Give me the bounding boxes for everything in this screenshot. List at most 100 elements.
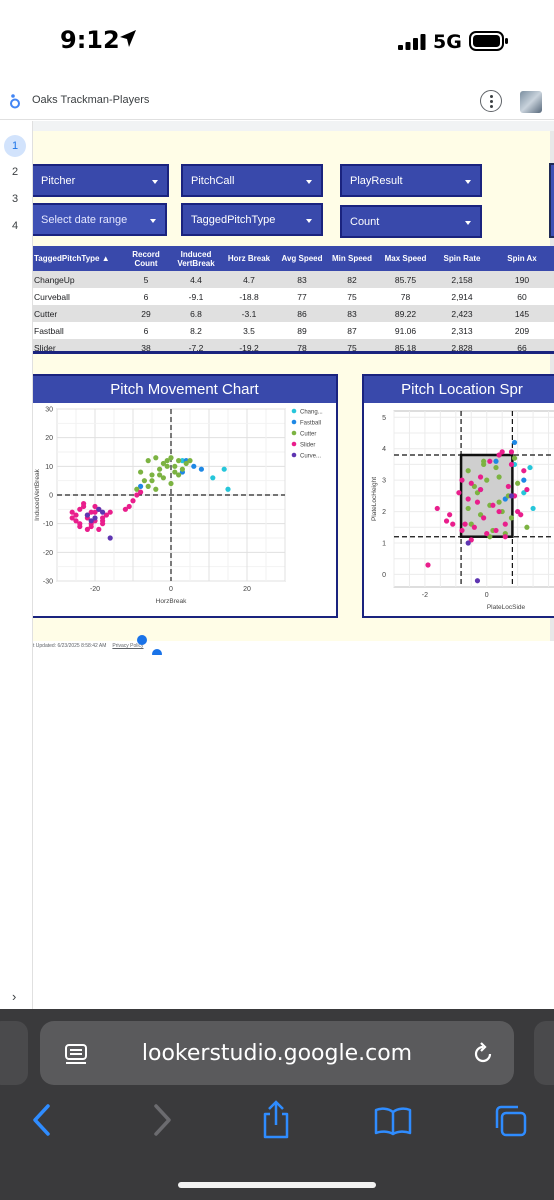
data-point: [77, 521, 82, 526]
share-icon[interactable]: [260, 1100, 292, 1140]
page-4-link[interactable]: 4: [4, 215, 26, 237]
pitch-stats-table: TaggedPitchType ▲ Record Count Induced V…: [33, 246, 554, 351]
x-axis-label: HorzBreak: [156, 598, 187, 605]
expand-pages-chevron-icon[interactable]: ›: [12, 989, 16, 1004]
table-row[interactable]: Cutter 29 6.8 -3.1 86 83 89.22 2,423 145: [33, 305, 554, 322]
status-time: 9:12: [60, 26, 120, 54]
date-range-label: Select date range: [41, 214, 127, 226]
data-point: [142, 478, 147, 483]
table-cell: 77: [277, 288, 327, 305]
dropdown-arrow-icon: [306, 219, 312, 223]
url-text: lookerstudio.google.com: [40, 1041, 514, 1066]
pitch-call-filter[interactable]: PitchCall: [181, 164, 323, 197]
column-header[interactable]: Max Speed: [377, 246, 434, 271]
data-point: [496, 474, 501, 479]
more-options-icon[interactable]: [480, 90, 502, 112]
column-header[interactable]: Horz Break: [221, 246, 277, 271]
table-cell: 86: [277, 305, 327, 322]
table-cell: 85.75: [377, 271, 434, 288]
data-point: [138, 490, 143, 495]
y-tick-label: 30: [45, 407, 53, 414]
pitch-movement-chart[interactable]: Pitch Movement Chart 30 20 10 0 -10 -20 -30 -20…: [33, 374, 338, 618]
legend-marker: [292, 453, 297, 458]
table-cell: 78: [277, 339, 327, 351]
data-point: [478, 487, 483, 492]
selection-handle-start[interactable]: [137, 635, 147, 645]
legend-label: Fastball: [300, 421, 321, 427]
previous-tab-preview[interactable]: [0, 1021, 28, 1085]
pitch-location-chart[interactable]: Pitch Location Spr 5 4 3 2 1 0 -2 0 PlateLocSide…: [362, 374, 554, 618]
dropdown-arrow-icon: [150, 219, 156, 223]
data-point: [509, 493, 514, 498]
data-point: [462, 522, 467, 527]
table-cell: 85.18: [377, 339, 434, 351]
table-cell: 78: [377, 288, 434, 305]
data-point: [450, 522, 455, 527]
column-header[interactable]: Min Speed: [327, 246, 377, 271]
table-cell: 209: [490, 322, 554, 339]
x-tick-label: 20: [243, 586, 251, 593]
play-result-filter[interactable]: PlayResult: [340, 164, 482, 197]
data-point: [89, 518, 94, 523]
page-1-link[interactable]: 1: [4, 135, 26, 157]
y-tick-label: 2: [382, 509, 386, 516]
count-filter[interactable]: Count: [340, 205, 482, 238]
data-point: [481, 462, 486, 467]
table-cell: 29: [121, 305, 171, 322]
data-point: [149, 478, 154, 483]
table-cell: 87: [327, 322, 377, 339]
data-point: [466, 540, 471, 545]
table-header-row: TaggedPitchType ▲ Record Count Induced V…: [33, 246, 554, 271]
pitch-call-filter-label: PitchCall: [191, 175, 234, 187]
column-header[interactable]: Spin Ax: [490, 246, 554, 271]
column-header[interactable]: TaggedPitchType ▲: [33, 246, 121, 271]
page-navigation: 1 2 3 4 ›: [0, 121, 33, 1009]
reload-icon[interactable]: [470, 1041, 496, 1067]
data-point: [108, 510, 113, 515]
data-point: [180, 467, 185, 472]
data-point: [149, 472, 154, 477]
data-point: [521, 478, 526, 483]
data-point: [157, 472, 162, 477]
y-tick-label: 0: [49, 493, 53, 500]
table-cell: -7.2: [171, 339, 221, 351]
data-point: [496, 509, 501, 514]
date-range-picker[interactable]: Select date range: [33, 203, 167, 236]
table-row[interactable]: Fastball 6 8.2 3.5 89 87 91.06 2,313 209: [33, 322, 554, 339]
table-row[interactable]: Curveball 6 -9.1 -18.8 77 75 78 2,914 60: [33, 288, 554, 305]
table-cell: 6.8: [171, 305, 221, 322]
data-point: [466, 496, 471, 501]
back-icon[interactable]: [30, 1102, 54, 1138]
column-header[interactable]: Spin Rate: [434, 246, 490, 271]
tagged-pitch-type-filter[interactable]: TaggedPitchType: [181, 203, 323, 236]
y-tick-label: -20: [43, 550, 53, 557]
table-cell: 2,158: [434, 271, 490, 288]
next-tab-preview[interactable]: [534, 1021, 554, 1085]
column-header[interactable]: Avg Speed: [277, 246, 327, 271]
legend-label: Cutter: [300, 432, 316, 438]
address-bar[interactable]: lookerstudio.google.com: [40, 1021, 514, 1085]
pitch-movement-chart-title: Pitch Movement Chart: [33, 376, 336, 403]
legend-marker: [292, 409, 297, 414]
table-row[interactable]: ChangeUp 5 4.4 4.7 83 82 85.75 2,158 190: [33, 271, 554, 288]
table-cell: 4.7: [221, 271, 277, 288]
play-result-filter-label: PlayResult: [350, 175, 403, 187]
avatar[interactable]: [520, 91, 542, 113]
pitcher-filter[interactable]: Pitcher: [33, 164, 169, 197]
table-row[interactable]: Slider 38 -7.2 -19.2 78 75 85.18 2,828 66: [33, 339, 554, 351]
bookmarks-icon[interactable]: [374, 1106, 412, 1136]
page-3-link[interactable]: 3: [4, 188, 26, 210]
column-header[interactable]: Induced VertBreak: [171, 246, 221, 271]
page-2-link[interactable]: 2: [4, 161, 26, 183]
table-cell: 8.2: [171, 322, 221, 339]
tabs-icon[interactable]: [493, 1104, 529, 1138]
column-header[interactable]: Record Count: [121, 246, 171, 271]
dropdown-arrow-icon: [465, 180, 471, 184]
data-point: [81, 501, 86, 506]
data-point: [85, 512, 90, 517]
data-point: [472, 525, 477, 530]
location-arrow-icon: [118, 29, 138, 49]
data-point: [521, 468, 526, 473]
data-point: [493, 459, 498, 464]
table-cell: 83: [327, 305, 377, 322]
